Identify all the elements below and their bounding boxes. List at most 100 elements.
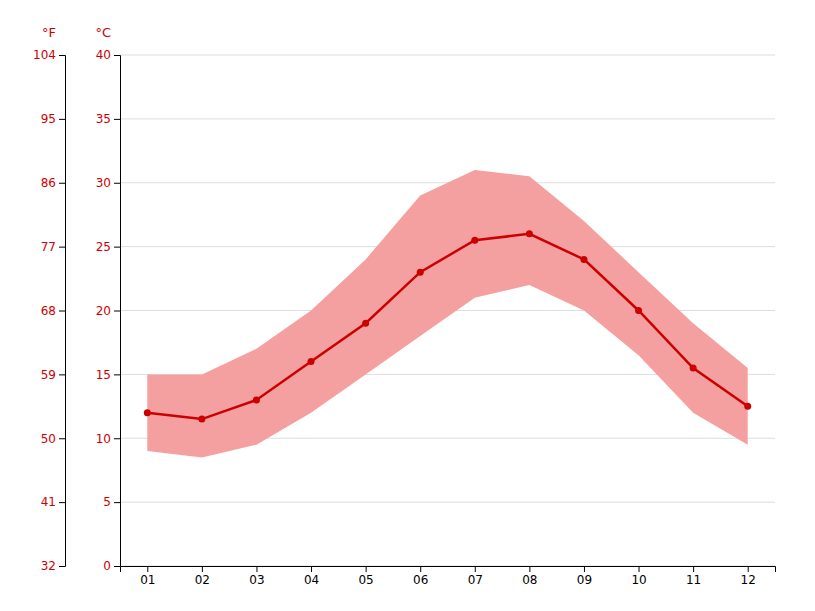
- marker: [253, 396, 260, 403]
- grid: [120, 55, 775, 566]
- tick: 05: [358, 566, 373, 587]
- tick-mark: [114, 247, 120, 248]
- tick-mark: [59, 311, 65, 312]
- tick-label: 04: [304, 573, 319, 587]
- tick: 02: [195, 566, 210, 587]
- chart-container: 0102030405060708091011120510152025303540…: [0, 0, 815, 611]
- tick: 35: [96, 112, 120, 126]
- marker: [308, 358, 315, 365]
- tick-label: 35: [96, 112, 111, 126]
- chart: 0102030405060708091011120510152025303540…: [0, 0, 815, 611]
- tick: 12: [741, 566, 756, 587]
- marker: [635, 307, 642, 314]
- tick-mark: [420, 566, 421, 572]
- tick-label: 08: [522, 573, 537, 587]
- tick: 5: [103, 495, 120, 509]
- plot-area: [144, 170, 751, 457]
- tick: 86: [41, 176, 65, 190]
- tick-label: 03: [249, 573, 264, 587]
- tick: 07: [468, 566, 483, 587]
- tick-mark: [147, 566, 148, 572]
- mean-line: [147, 234, 747, 419]
- tick: 30: [96, 176, 120, 190]
- marker: [744, 403, 751, 410]
- tick-mark: [114, 374, 120, 375]
- tick-mark: [475, 566, 476, 572]
- marker: [417, 269, 424, 276]
- tick-label: 59: [41, 368, 56, 382]
- tick-mark: [114, 502, 120, 503]
- tick-label: 10: [631, 573, 646, 587]
- tick: 15: [96, 368, 120, 382]
- axis-title: °C: [95, 25, 111, 40]
- tick-label: 68: [41, 304, 56, 318]
- tick-mark: [202, 566, 203, 572]
- tick-mark: [366, 566, 367, 572]
- tick: 104: [33, 48, 65, 62]
- tick-label: 20: [96, 304, 111, 318]
- marker: [690, 364, 697, 371]
- tick-label: 95: [41, 112, 56, 126]
- tick-label: 50: [41, 432, 56, 446]
- tick-mark: [311, 566, 312, 572]
- grid-line: [120, 502, 775, 503]
- tick-mark: [59, 55, 65, 56]
- tick-mark: [114, 566, 120, 567]
- tick-label: 30: [96, 176, 111, 190]
- tick: 50: [41, 432, 65, 446]
- tick-mark: [748, 566, 749, 572]
- tick-mark: [584, 566, 585, 572]
- tick: 11: [686, 566, 701, 587]
- tick-label: 77: [41, 240, 56, 254]
- grid-line: [120, 118, 775, 119]
- tick-label: 07: [468, 573, 483, 587]
- tick: 08: [522, 566, 537, 587]
- tick-label: 15: [96, 368, 111, 382]
- marker: [580, 256, 587, 263]
- tick-mark: [114, 438, 120, 439]
- tick-label: 01: [140, 573, 155, 587]
- tick-mark: [114, 183, 120, 184]
- axis-headers: °F°C: [42, 25, 111, 40]
- tick-label: 05: [358, 573, 373, 587]
- marker: [144, 409, 151, 416]
- tick-label: 09: [577, 573, 592, 587]
- tick: 04: [304, 566, 319, 587]
- marker: [471, 237, 478, 244]
- tick-mark: [59, 566, 65, 567]
- tick-label: 5: [103, 495, 111, 509]
- tick: 06: [413, 566, 428, 587]
- axis-line: [121, 567, 776, 573]
- tick-label: 11: [686, 573, 701, 587]
- tick-label: 10: [96, 432, 111, 446]
- tick: 25: [96, 240, 120, 254]
- tick: 01: [140, 566, 155, 587]
- tick-mark: [639, 566, 640, 572]
- tick-mark: [114, 119, 120, 120]
- tick-mark: [59, 374, 65, 375]
- range-band: [147, 170, 747, 457]
- tick-label: 0: [103, 559, 111, 573]
- axis-line: [114, 56, 121, 567]
- tick-mark: [529, 566, 530, 572]
- marker: [198, 416, 205, 423]
- tick-label: 25: [96, 240, 111, 254]
- tick: 32: [41, 559, 65, 573]
- tick: 10: [96, 432, 120, 446]
- grid-line: [120, 55, 775, 56]
- tick: 68: [41, 304, 65, 318]
- tick-mark: [59, 502, 65, 503]
- tick: 10: [631, 566, 646, 587]
- tick-mark: [114, 311, 120, 312]
- tick-label: 02: [195, 573, 210, 587]
- tick: 40: [96, 48, 120, 62]
- y-axis-celsius: 0 5 10 15 20 25 30 35 40: [96, 48, 121, 573]
- tick-mark: [256, 566, 257, 572]
- tick-label: 12: [741, 573, 756, 587]
- tick: 03: [249, 566, 264, 587]
- tick: 0: [103, 559, 120, 573]
- tick-label: 40: [96, 48, 111, 62]
- tick-mark: [59, 438, 65, 439]
- tick: 59: [41, 368, 65, 382]
- tick-mark: [59, 119, 65, 120]
